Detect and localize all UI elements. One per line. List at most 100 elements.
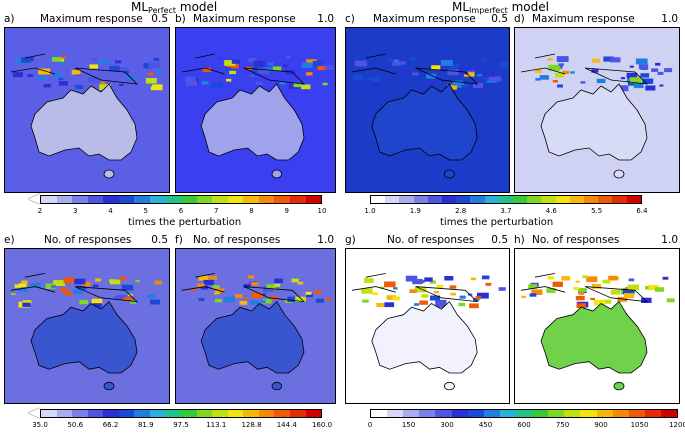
colorbar-segment [258,410,275,417]
map-cell [436,284,444,289]
colorbar-segment [196,410,213,417]
map-cell [22,302,31,307]
colorbar-tick-label: 600 [517,421,531,429]
group-title-perfect-prefix: ML [131,0,149,14]
colorbar-tick-label: 2.8 [455,207,467,215]
map-cell [421,294,429,298]
map-cell [190,288,197,291]
map-cell [51,285,56,288]
map-cell [197,283,205,288]
map-cell [480,58,487,62]
map-cell [355,60,367,67]
map-tasmania [613,169,625,179]
colorbar-segment [243,196,259,203]
map-cell [268,62,274,66]
map-cell [642,80,650,84]
map-tasmania [444,169,455,179]
colorbar-segment [118,410,135,417]
colorbar-segment [427,196,443,203]
map-cell [641,297,652,303]
map-cell [224,60,236,66]
map-cell [662,276,669,280]
map-panel-c [345,27,510,193]
map-cell [249,74,254,77]
map-cell [27,74,34,78]
map-tasmania [103,169,115,179]
map-cell [314,290,322,294]
panel-head-e: e) No. of responses 0.5 [4,233,168,247]
map-cell [14,284,22,288]
map-cell [594,299,605,306]
colorbar-tick-label: 35.0 [32,421,48,429]
map-cell [386,58,394,63]
map-cell [447,69,459,76]
map-cell [53,280,65,286]
panel-head-d: d) Maximum response 1.0 [514,12,678,26]
map-cell [435,303,445,308]
map-cell [620,77,625,80]
colorbar-segment [467,410,484,417]
map-cell [305,291,312,295]
colorbar-tick-label: 300 [440,421,454,429]
map-cell [548,64,561,71]
map-australia [371,83,478,161]
colorbar-segment [644,410,661,417]
map-indonesia-coast [10,53,56,75]
colorbar-segment [527,196,542,203]
map-cell [482,77,489,82]
map-cell [582,275,589,279]
map-cell [470,277,476,281]
map-cell [147,294,155,299]
colorbar-segment [419,410,436,417]
map-cell [361,288,373,294]
colorbar-segment [564,410,581,417]
map-cell [239,301,248,305]
map-cell [266,284,276,289]
map-indonesia-coast [520,273,566,293]
map-cell [485,72,494,77]
map-cell [154,280,162,285]
colorbar-tick-label: 1.9 [409,207,421,215]
colorbar-bottom-left [40,409,322,418]
colorbar-segment [305,196,322,203]
panel-head-h: h) No. of responses 1.0 [514,233,678,247]
map-cell [627,284,640,291]
colorbar-segment [598,196,613,203]
map-cell [419,300,428,305]
map-cell [655,62,661,66]
colorbar-segment [290,196,306,203]
map-cell [435,299,447,306]
colorbar-segment [626,196,641,203]
map-cell [534,69,542,73]
map-cell [547,276,555,280]
map-cell [15,58,27,64]
colorbar-segment [72,410,88,417]
map-cell [638,64,649,70]
colorbar-top-right [370,195,642,204]
panel-threshold: 0.5 [491,234,508,246]
map-cell [450,292,456,296]
map-cell [475,296,482,300]
panel-letter: a) [4,13,15,25]
panel-head-a: a) Maximum response 0.5 [4,12,168,26]
map-new-guinea [74,67,139,85]
colorbar-arrow-left [28,408,40,418]
map-cell [557,84,563,88]
colorbar-segment [580,410,597,417]
map-cell [469,303,479,309]
map-cell [58,77,64,81]
map-cell [575,280,580,283]
map-australia [30,83,138,161]
map-cell [528,284,537,289]
map-cell [592,58,601,63]
colorbar-segment [532,410,549,417]
map-cell [285,56,291,59]
map-indonesia-coast [10,273,56,293]
map-new-guinea [243,67,306,85]
map-cell [573,287,580,290]
colorbar-segment [403,410,420,417]
map-new-guinea [415,67,479,85]
map-cell [312,60,323,66]
colorbar-tick-label: 150 [401,421,416,429]
map-cell [316,298,324,303]
